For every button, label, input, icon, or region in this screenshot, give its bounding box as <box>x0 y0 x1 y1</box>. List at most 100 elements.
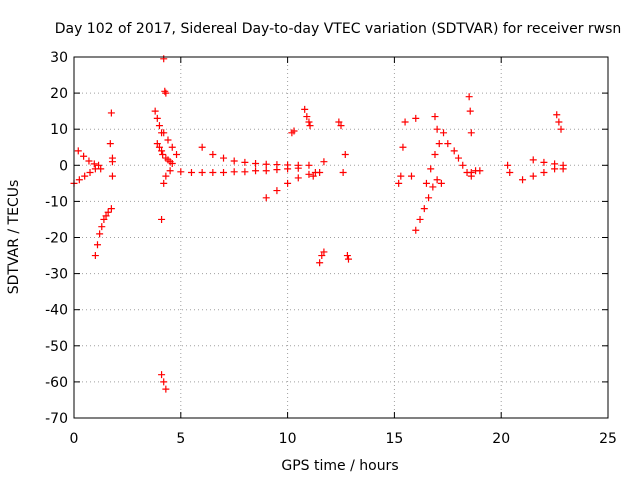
data-point <box>104 208 112 216</box>
data-point <box>168 159 176 167</box>
data-point <box>459 161 467 169</box>
y-tick-label: -30 <box>45 267 68 283</box>
data-point <box>397 172 405 180</box>
data-point <box>108 172 116 180</box>
data-point <box>153 114 161 122</box>
data-point <box>162 385 170 393</box>
data-point <box>97 165 105 173</box>
data-point <box>107 205 115 213</box>
data-point <box>107 109 115 117</box>
y-tick-label: -50 <box>45 339 68 355</box>
data-point <box>198 143 206 151</box>
data-point <box>557 125 565 133</box>
data-point <box>220 154 228 162</box>
data-point <box>241 158 249 166</box>
data-point <box>166 167 174 175</box>
x-tick-label: 5 <box>176 431 185 447</box>
data-point <box>422 179 430 187</box>
data-point <box>395 179 403 187</box>
data-point <box>401 118 409 126</box>
series-arc-r <box>316 248 328 267</box>
data-point <box>320 248 328 256</box>
series-arc-g <box>153 140 167 158</box>
data-point <box>93 241 101 249</box>
data-point <box>465 93 473 101</box>
data-point <box>412 226 420 234</box>
data-point <box>506 169 514 177</box>
data-point <box>467 129 475 137</box>
plot-frame <box>73 56 609 419</box>
y-tick-label: -20 <box>45 231 68 247</box>
data-point <box>273 187 281 195</box>
x-tick-label: 15 <box>385 431 403 447</box>
data-point <box>309 172 317 180</box>
data-point <box>158 215 166 223</box>
x-tick-label: 20 <box>492 431 510 447</box>
data-point <box>81 172 89 180</box>
data-point <box>151 107 159 115</box>
data-point <box>294 174 302 182</box>
data-point <box>553 111 561 119</box>
data-point <box>209 150 217 158</box>
data-point <box>168 143 176 151</box>
data-point <box>303 113 311 121</box>
data-point <box>262 167 270 175</box>
data-point <box>262 160 270 168</box>
series-arc-af <box>529 156 567 169</box>
data-point <box>74 147 82 155</box>
data-point <box>91 252 99 260</box>
data-point <box>173 150 181 158</box>
data-point <box>158 371 166 379</box>
data-point <box>431 150 439 158</box>
data-point <box>85 157 93 165</box>
series-arc-ac <box>467 167 484 177</box>
data-point <box>305 118 313 126</box>
data-point <box>416 215 424 223</box>
series-arc-ad <box>504 161 514 177</box>
data-point <box>230 157 238 165</box>
data-point <box>431 113 439 121</box>
data-point <box>425 194 433 202</box>
data-point <box>440 129 448 137</box>
data-point <box>529 172 537 180</box>
data-point <box>153 140 161 148</box>
data-point <box>284 161 292 169</box>
x-axis-label: GPS time / hours <box>281 458 398 474</box>
data-point <box>529 156 537 164</box>
data-point <box>75 176 83 184</box>
data-point <box>160 378 168 386</box>
y-tick-label: -60 <box>45 375 68 391</box>
y-tick-label: 30 <box>50 50 68 66</box>
data-point <box>435 140 443 148</box>
data-point <box>252 159 260 167</box>
series-arc-e <box>106 109 116 162</box>
series-arc-v <box>395 118 409 187</box>
series-arc-n <box>198 143 313 169</box>
data-point <box>177 168 185 176</box>
series-arc-q <box>288 127 298 137</box>
data-point <box>559 161 567 169</box>
data-point <box>86 169 94 177</box>
data-point <box>339 169 347 177</box>
y-tick-label: 0 <box>59 158 68 174</box>
series-arc-x <box>412 176 441 234</box>
data-point <box>158 147 166 155</box>
series-arc-w <box>407 114 420 180</box>
data-point <box>467 169 475 177</box>
data-point <box>337 122 345 130</box>
data-point <box>412 114 420 122</box>
data-point <box>433 125 441 133</box>
data-point <box>164 136 172 144</box>
series-arc-aa <box>444 140 475 180</box>
data-point <box>476 167 484 175</box>
chart-title: Day 102 of 2017, Sidereal Day-to-day VTE… <box>55 21 622 37</box>
series-arc-p <box>301 105 314 130</box>
data-point <box>450 147 458 155</box>
series-arc-ab <box>465 93 475 137</box>
data-point <box>159 150 167 158</box>
series-arc-b <box>74 147 103 169</box>
data-point <box>301 105 309 113</box>
data-point <box>155 122 163 130</box>
data-point <box>102 212 110 220</box>
